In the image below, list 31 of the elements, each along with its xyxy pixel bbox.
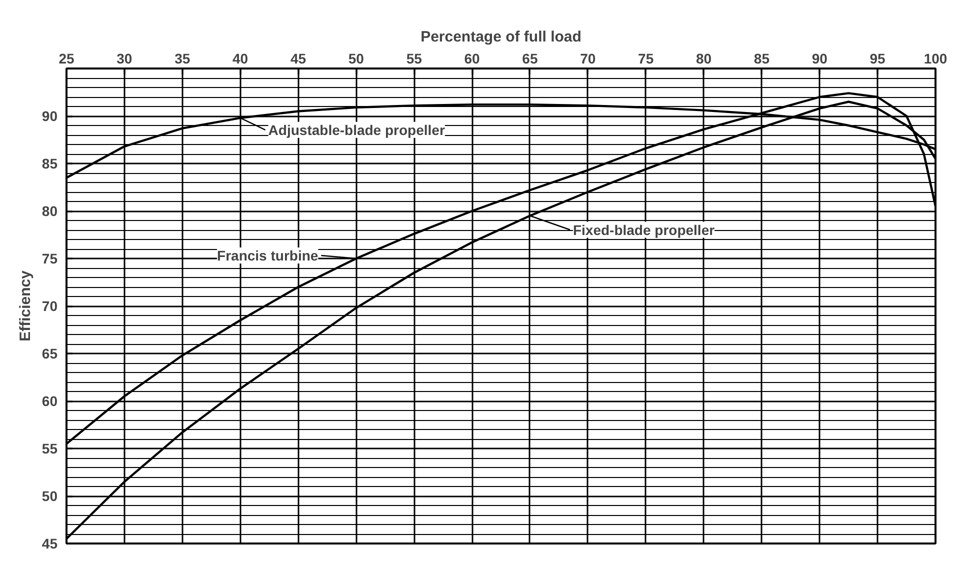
- x-tick-label: 80: [696, 50, 712, 66]
- y-tick-label: 55: [42, 440, 58, 456]
- y-tick-label: 70: [42, 298, 58, 314]
- y-tick-label: 60: [42, 393, 58, 409]
- x-tick-label: 40: [232, 50, 248, 66]
- x-tick-label: 65: [522, 50, 538, 66]
- annotation: Francis turbine: [217, 248, 318, 264]
- x-tick-label: 60: [464, 50, 480, 66]
- x-tick-label: 70: [580, 50, 596, 66]
- x-tick-label: 95: [870, 50, 886, 66]
- x-tick-label: 100: [924, 50, 948, 66]
- x-tick-label: 25: [58, 50, 74, 66]
- x-axis-title: Percentage of full load: [420, 28, 582, 46]
- x-tick-label: 90: [812, 50, 828, 66]
- y-axis-title: Efficiency: [16, 270, 34, 342]
- y-tick-label: 45: [42, 536, 58, 552]
- y-tick-label: 65: [42, 346, 58, 362]
- x-tick-label: 55: [406, 50, 422, 66]
- x-tick-label: 30: [116, 50, 132, 66]
- x-tick-label: 85: [754, 50, 770, 66]
- y-tick-label: 80: [42, 203, 58, 219]
- annotation: Fixed-blade propeller: [572, 222, 716, 238]
- y-tick-label: 90: [42, 108, 58, 124]
- y-tick-label: 75: [42, 250, 58, 266]
- annotation: Adjustable-blade propeller: [268, 122, 446, 138]
- x-tick-label: 75: [638, 50, 654, 66]
- y-tick-label: 85: [42, 156, 58, 172]
- x-tick-label: 45: [290, 50, 306, 66]
- y-tick-label: 50: [42, 488, 58, 504]
- x-tick-label: 50: [348, 50, 364, 66]
- x-tick-label: 35: [174, 50, 190, 66]
